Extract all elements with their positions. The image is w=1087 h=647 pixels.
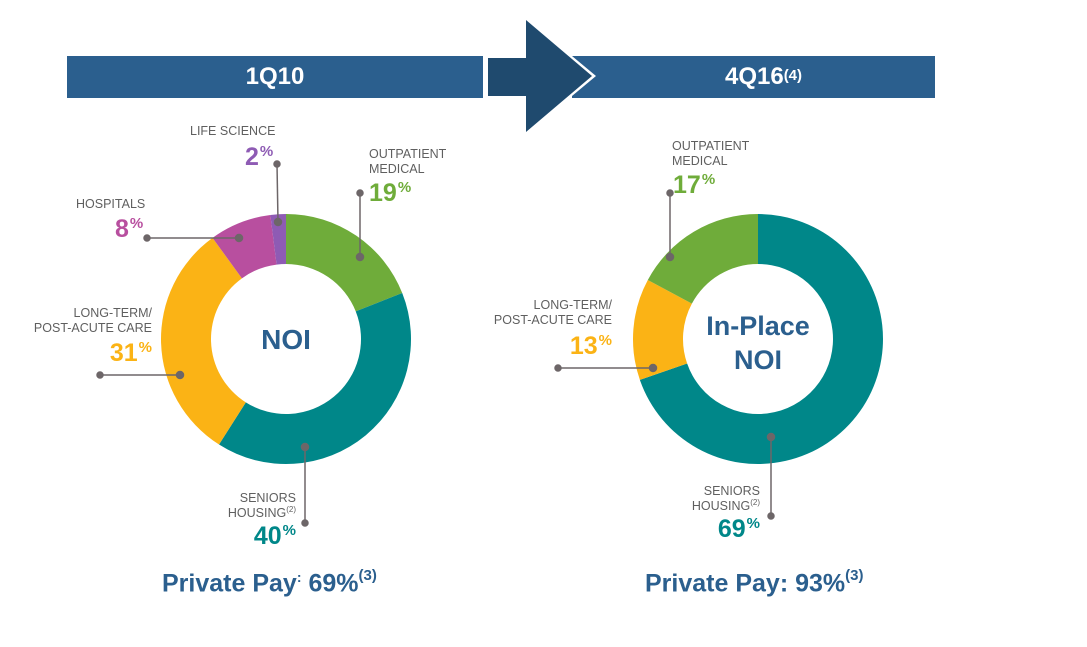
left-period-banner: 1Q10 (67, 56, 483, 98)
right-private-pay: Private Pay: 93%(3) (645, 567, 864, 598)
donut-segment-outpatient-medical (286, 214, 403, 312)
percent-sign: % (598, 332, 612, 349)
private-pay-label: Private Pay: (645, 569, 789, 598)
private-pay-footnote: (3) (358, 567, 377, 584)
right-center-text-line2: NOI (733, 345, 782, 375)
private-pay-label: Private Pay (162, 569, 297, 598)
right-ltc-label: LONG-TERM/ POST-ACUTE CARE (490, 298, 612, 328)
percent-sign: % (701, 171, 716, 188)
left-private-pay: Private Pay: 69%(3) (162, 567, 377, 598)
value-text: 2 (245, 143, 259, 171)
donut-segment-hospitals (212, 214, 277, 279)
value-text: 19 (369, 179, 397, 207)
right-center-text-line1: In-Place (706, 311, 810, 341)
value-text: 17 (673, 171, 701, 199)
label-line1: OUTPATIENT (369, 147, 447, 161)
left-hospitals-value: 8% (115, 215, 144, 246)
label-line1: SENIORS (239, 491, 296, 505)
footnote: (2) (286, 505, 296, 514)
label-text: LIFE SCIENCE (190, 124, 276, 138)
label-line2: POST-ACUTE CARE (33, 321, 152, 335)
value-text: 40 (253, 522, 282, 550)
left-center-label: NOI (236, 324, 336, 356)
left-ltc-label: LONG-TERM/ POST-ACUTE CARE (30, 306, 152, 336)
right-donut-chart (633, 214, 883, 464)
transition-arrow-icon (486, 16, 596, 136)
label-line1: SENIORS (703, 484, 760, 498)
label-line2: MEDICAL (369, 162, 425, 176)
donut-segment-long-term-post-acute-care (161, 237, 246, 445)
left-center-text: NOI (261, 324, 311, 355)
left-seniors-label: SENIORS HOUSING(2) (200, 491, 296, 522)
label-text: HOSPITALS (76, 197, 146, 211)
right-seniors-label: SENIORS HOUSING(2) (664, 484, 760, 515)
right-leader-lines (554, 189, 776, 520)
private-pay-value: 69% (308, 569, 359, 598)
left-seniors-value: 40% (240, 522, 296, 553)
value-text: 31 (109, 339, 138, 367)
label-line2: HOUSING (691, 499, 751, 513)
label-line1: LONG-TERM/ (73, 306, 152, 320)
footnote: (2) (750, 498, 760, 507)
left-life-science-value: 2% (245, 143, 274, 174)
label-line1: OUTPATIENT (672, 139, 750, 153)
donut-segment-outpatient-medical (647, 214, 758, 304)
percent-sign: % (397, 179, 412, 196)
percent-sign: % (259, 143, 274, 160)
private-pay-value: 93% (795, 569, 846, 598)
left-donut-chart (161, 214, 411, 464)
label-line2: HOUSING (227, 506, 287, 520)
left-outpatient-label: OUTPATIENT MEDICAL (369, 147, 446, 177)
left-outpatient-value: 19% (369, 179, 412, 210)
value-text: 13 (569, 332, 598, 360)
left-leader-lines (96, 160, 365, 527)
right-outpatient-value: 17% (673, 171, 716, 202)
right-ltc-value: 13% (560, 332, 612, 363)
right-outpatient-label: OUTPATIENT MEDICAL (672, 139, 749, 169)
private-pay-colon: : (296, 569, 302, 586)
label-line2: MEDICAL (672, 154, 728, 168)
percent-sign: % (282, 522, 296, 539)
donut-segment-seniors-housing (639, 214, 883, 464)
left-life-science-label: LIFE SCIENCE (190, 124, 275, 139)
percent-sign: % (129, 215, 144, 232)
label-line2: POST-ACUTE CARE (493, 313, 612, 327)
right-period-banner: 4Q16 (4) (572, 56, 935, 98)
percent-sign: % (746, 515, 760, 532)
right-center-label: In-Place NOI (688, 309, 828, 377)
donut-segment-long-term-post-acute-care (633, 279, 692, 380)
left-ltc-value: 31% (100, 339, 152, 370)
label-line1: LONG-TERM/ (533, 298, 612, 312)
value-text: 69 (717, 515, 746, 543)
right-period-label: 4Q16 (724, 63, 784, 90)
left-period-label: 1Q10 (245, 63, 305, 90)
private-pay-footnote: (3) (845, 567, 864, 584)
percent-sign: % (138, 339, 152, 356)
right-period-footnote: (4) (783, 66, 803, 84)
donut-segment-life-science (270, 214, 286, 265)
left-hospitals-label: HOSPITALS (76, 197, 145, 212)
value-text: 8 (115, 215, 129, 243)
donut-segment-seniors-housing (219, 292, 411, 464)
right-seniors-value: 69% (704, 515, 760, 546)
